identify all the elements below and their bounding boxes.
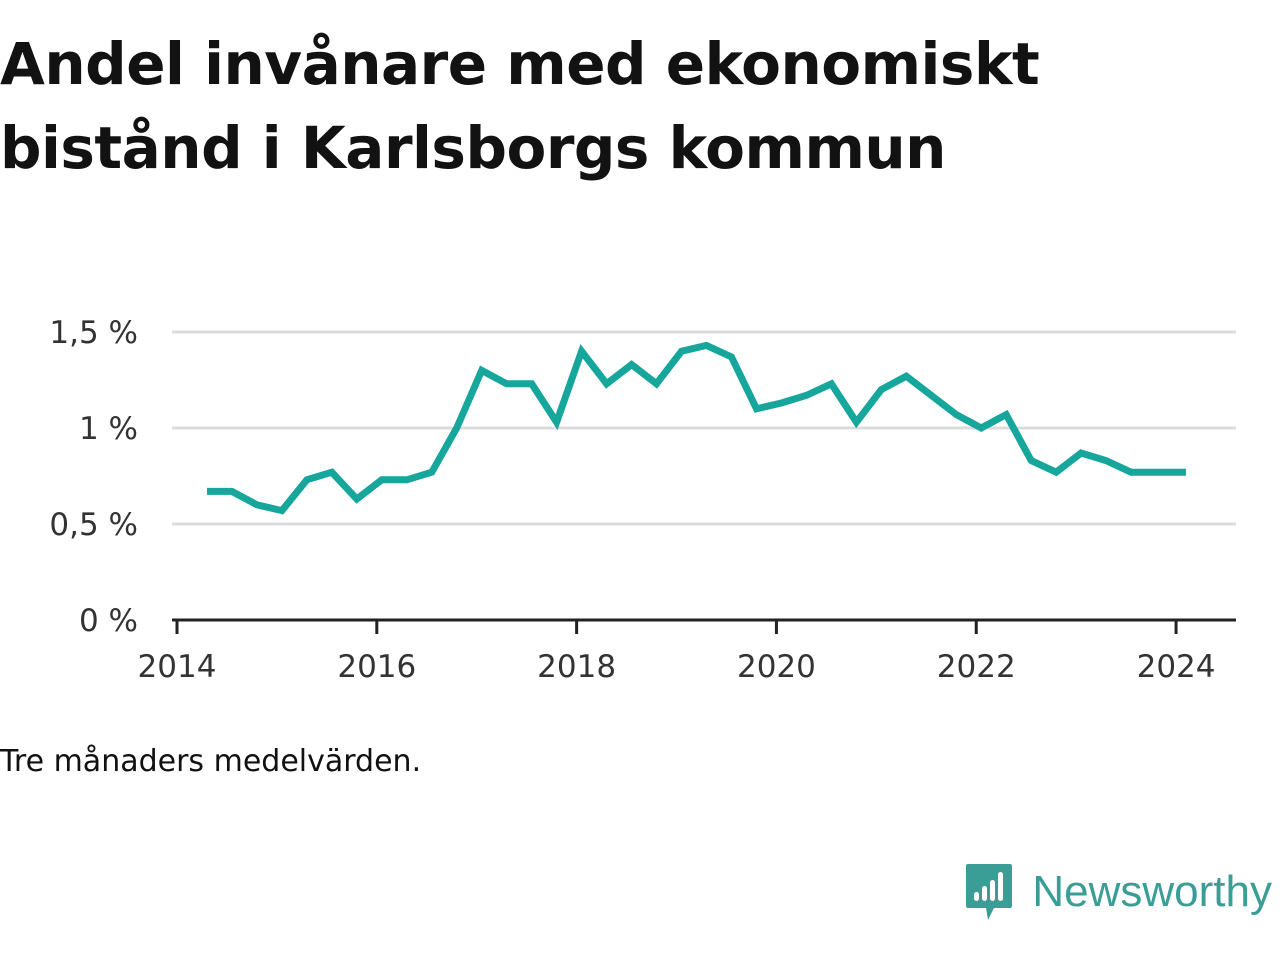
line-chart: 0 % 0,5 % 1 % 1,5 % 2014 2016 2018 2020 2022 202… xyxy=(49,315,1236,685)
x-tick-label: 2014 xyxy=(138,649,217,685)
newsworthy-logo-icon xyxy=(966,864,1013,920)
y-tick-label: 0 % xyxy=(79,603,138,639)
brand-logo: Newsworthy xyxy=(964,862,1272,922)
x-tick-label: 2022 xyxy=(937,649,1016,685)
x-tick-label: 2016 xyxy=(337,649,416,685)
x-tick-label: 2020 xyxy=(737,649,816,685)
x-tick-label: 2018 xyxy=(537,649,616,685)
y-tick-label: 1 % xyxy=(79,411,138,447)
chart-title: Andel invånare med ekonomiskt bistånd i … xyxy=(0,30,1040,182)
series-line xyxy=(207,341,1186,515)
y-tick-label: 1,5 % xyxy=(49,315,138,351)
footnote: Tre månaders medelvärden. xyxy=(0,744,422,779)
gridlines xyxy=(172,330,1236,526)
x-axis: 2014 2016 2018 2020 2022 2024 xyxy=(138,618,1236,685)
x-tick-label: 2024 xyxy=(1137,649,1216,685)
series-lines xyxy=(206,341,1187,515)
brand-name: Newsworthy xyxy=(1032,867,1272,916)
y-tick-label: 0,5 % xyxy=(49,507,138,543)
y-axis-tick-labels: 0 % 0,5 % 1 % 1,5 % xyxy=(49,315,138,639)
